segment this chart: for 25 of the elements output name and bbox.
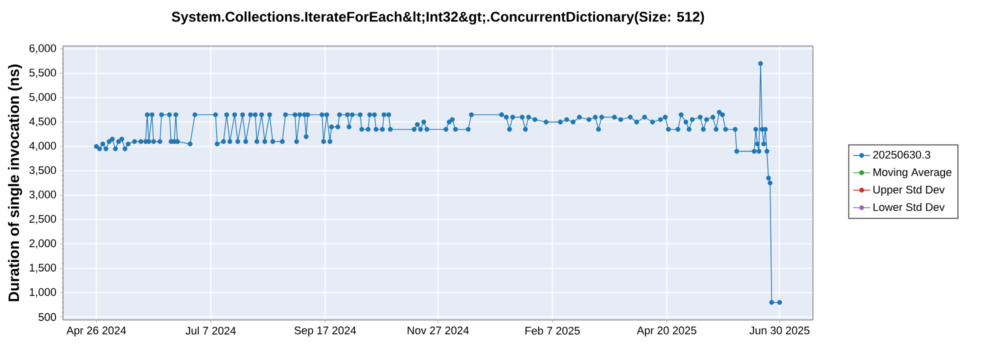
y-tick-label: 2,000 (30, 239, 56, 248)
y-tick-label: 1,000 (30, 288, 56, 298)
legend-label: Upper Std Dev (873, 185, 945, 196)
y-axis-title: Duration of single invocation (ns) (8, 64, 22, 302)
y-tick-label: 5,500 (29, 68, 56, 78)
y-tick-label: 500 (38, 313, 56, 321)
x-tick-label: Apr 20 2025 (636, 326, 696, 336)
x-tick-label: Apr 26 2024 (66, 326, 126, 336)
y-tick-label: 1,500 (30, 264, 56, 273)
x-tick-label: Feb 7 2025 (526, 326, 580, 335)
x-tick-label: Sep 17 2024 (294, 326, 356, 336)
legend-label: Moving Average (874, 168, 952, 178)
y-tick-label: 3,500 (29, 166, 56, 176)
y-tick-label: 3,000 (29, 190, 56, 200)
legend-label: 20250630.3 (873, 150, 930, 159)
x-tick-label: Jun 30 2025 (750, 326, 810, 334)
y-tick-label: 4,000 (29, 142, 56, 151)
y-tick-label: 4,500 (29, 118, 56, 127)
chart-title: System.Collections.IterateForEach&lt;Int32&gt;.ConcurrentDictionary(Size: 512) (172, 11, 704, 25)
y-tick-label: 5,000 (29, 93, 56, 102)
x-tick-label: Nov 27 2024 (408, 326, 469, 334)
y-tick-label: 6,000 (30, 44, 56, 54)
x-tick-label: Jul 7 2024 (186, 326, 236, 335)
y-tick-label: 2,500 (30, 215, 56, 224)
legend-label: Lower Std Dev (874, 202, 945, 212)
